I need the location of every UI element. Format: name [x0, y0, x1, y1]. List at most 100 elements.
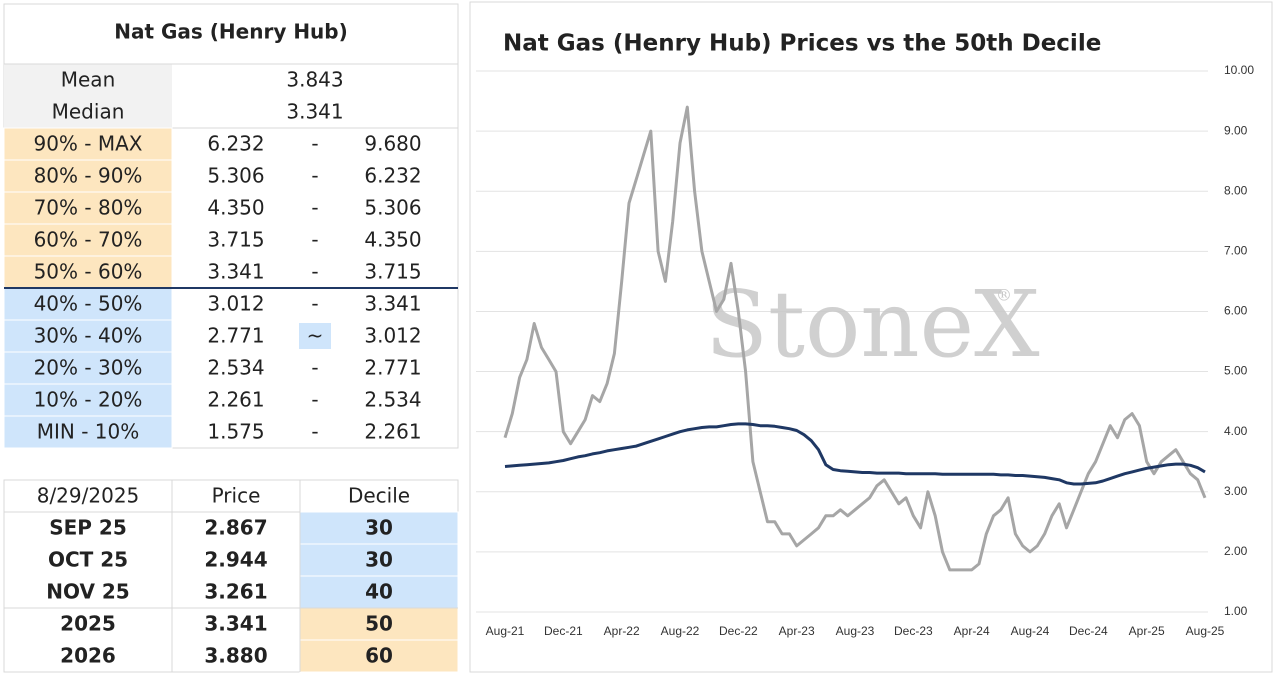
- row-label: 30% - 40%: [34, 324, 143, 348]
- label-cell: [4, 64, 172, 96]
- separator: -: [311, 260, 318, 284]
- decile-cell: [299, 575, 459, 609]
- label-cell: [3, 255, 173, 289]
- row-label: 40% - 50%: [34, 292, 143, 316]
- y-tick-label: 7.00: [1224, 244, 1248, 258]
- low-value: 2.261: [207, 388, 264, 412]
- label-cell: [3, 415, 173, 449]
- watermark: StoneX: [705, 271, 1040, 378]
- chart-title: Nat Gas (Henry Hub) Prices vs the 50th D…: [503, 31, 1101, 57]
- y-tick-label: 3.00: [1224, 484, 1248, 498]
- x-tick-label: Aug-21: [486, 624, 525, 638]
- high-value: 2.534: [364, 388, 421, 412]
- low-value: 2.534: [207, 356, 264, 380]
- high-value: 2.261: [364, 420, 421, 444]
- y-tick-label: 9.00: [1224, 123, 1248, 137]
- x-tick-label: Aug-25: [1186, 624, 1225, 638]
- sep-cell: [299, 323, 331, 349]
- row-label: Median: [52, 100, 125, 124]
- x-tick-label: Dec-24: [1069, 624, 1108, 638]
- label-cell: [3, 319, 173, 353]
- header-cell: Price: [212, 484, 261, 508]
- contract: 2026: [60, 644, 116, 668]
- high-value: 4.350: [364, 228, 421, 252]
- price: 2.944: [204, 548, 267, 572]
- x-tick-label: Apr-23: [779, 624, 815, 638]
- contract: 2025: [60, 612, 116, 636]
- row-label: 60% - 70%: [34, 228, 143, 252]
- label-cell: [4, 96, 172, 128]
- y-tick-label: 5.00: [1224, 364, 1248, 378]
- y-tick-label: 10.00: [1224, 63, 1254, 77]
- watermark-mark: ®: [996, 286, 1012, 305]
- header-cell: Decile: [348, 484, 410, 508]
- contract: SEP 25: [49, 516, 127, 540]
- low-value: 3.341: [207, 260, 264, 284]
- x-tick-label: Apr-22: [604, 624, 640, 638]
- low-value: 4.350: [207, 196, 264, 220]
- high-value: 2.771: [364, 356, 421, 380]
- high-value: 3.341: [364, 292, 421, 316]
- decile-cell: [299, 639, 459, 673]
- series-line: [504, 422, 1206, 486]
- x-tick-label: Dec-22: [719, 624, 758, 638]
- separator: -: [311, 388, 318, 412]
- low-value: 3.715: [207, 228, 264, 252]
- x-tick-label: Apr-25: [1129, 624, 1165, 638]
- high-value: 3.012: [364, 324, 421, 348]
- price: 3.341: [204, 612, 267, 636]
- label-cell: [3, 287, 173, 321]
- decile: 60: [365, 644, 393, 668]
- row-label: Mean: [61, 68, 116, 92]
- row-label: 20% - 30%: [34, 356, 143, 380]
- separator: -: [311, 228, 318, 252]
- separator: -: [311, 292, 318, 316]
- row-label: 90% - MAX: [33, 132, 142, 156]
- y-tick-label: 2.00: [1224, 544, 1248, 558]
- low-value: 1.575: [207, 420, 264, 444]
- separator: -: [311, 196, 318, 220]
- decile: 40: [365, 580, 393, 604]
- high-value: 5.306: [364, 196, 421, 220]
- high-value: 9.680: [364, 132, 421, 156]
- y-tick-label: 8.00: [1224, 183, 1248, 197]
- separator: -: [311, 420, 318, 444]
- x-tick-label: Aug-24: [1011, 624, 1050, 638]
- y-tick-label: 6.00: [1224, 304, 1248, 318]
- x-tick-label: Dec-21: [544, 624, 583, 638]
- contract: OCT 25: [48, 548, 128, 572]
- table-title: Nat Gas (Henry Hub): [114, 20, 348, 44]
- separator: -: [311, 164, 318, 188]
- separator: -: [311, 132, 318, 156]
- chart-frame: [469, 1, 1273, 673]
- header-cell: 8/29/2025: [37, 484, 140, 508]
- label-cell: [3, 351, 173, 385]
- price: 3.261: [204, 580, 267, 604]
- label-cell: [3, 191, 173, 225]
- decile: 30: [365, 548, 393, 572]
- row-label: 80% - 90%: [34, 164, 143, 188]
- low-value: 5.306: [207, 164, 264, 188]
- x-tick-label: Aug-22: [661, 624, 700, 638]
- price: 2.867: [204, 516, 267, 540]
- row-value: 3.341: [286, 100, 343, 124]
- separator: -: [311, 356, 318, 380]
- low-value: 3.012: [207, 292, 264, 316]
- series-line: [503, 105, 1207, 572]
- low-value: 2.771: [207, 324, 264, 348]
- contract: NOV 25: [46, 580, 129, 604]
- label-cell: [3, 383, 173, 417]
- row-label: MIN - 10%: [37, 420, 140, 444]
- label-cell: [3, 159, 173, 193]
- high-value: 6.232: [364, 164, 421, 188]
- label-cell: [3, 223, 173, 257]
- x-tick-label: Dec-23: [894, 624, 933, 638]
- separator: ~: [307, 324, 324, 348]
- low-value: 6.232: [207, 132, 264, 156]
- x-tick-label: Aug-23: [836, 624, 875, 638]
- decile: 50: [365, 612, 393, 636]
- decile: 30: [365, 516, 393, 540]
- decile-cell: [299, 543, 459, 577]
